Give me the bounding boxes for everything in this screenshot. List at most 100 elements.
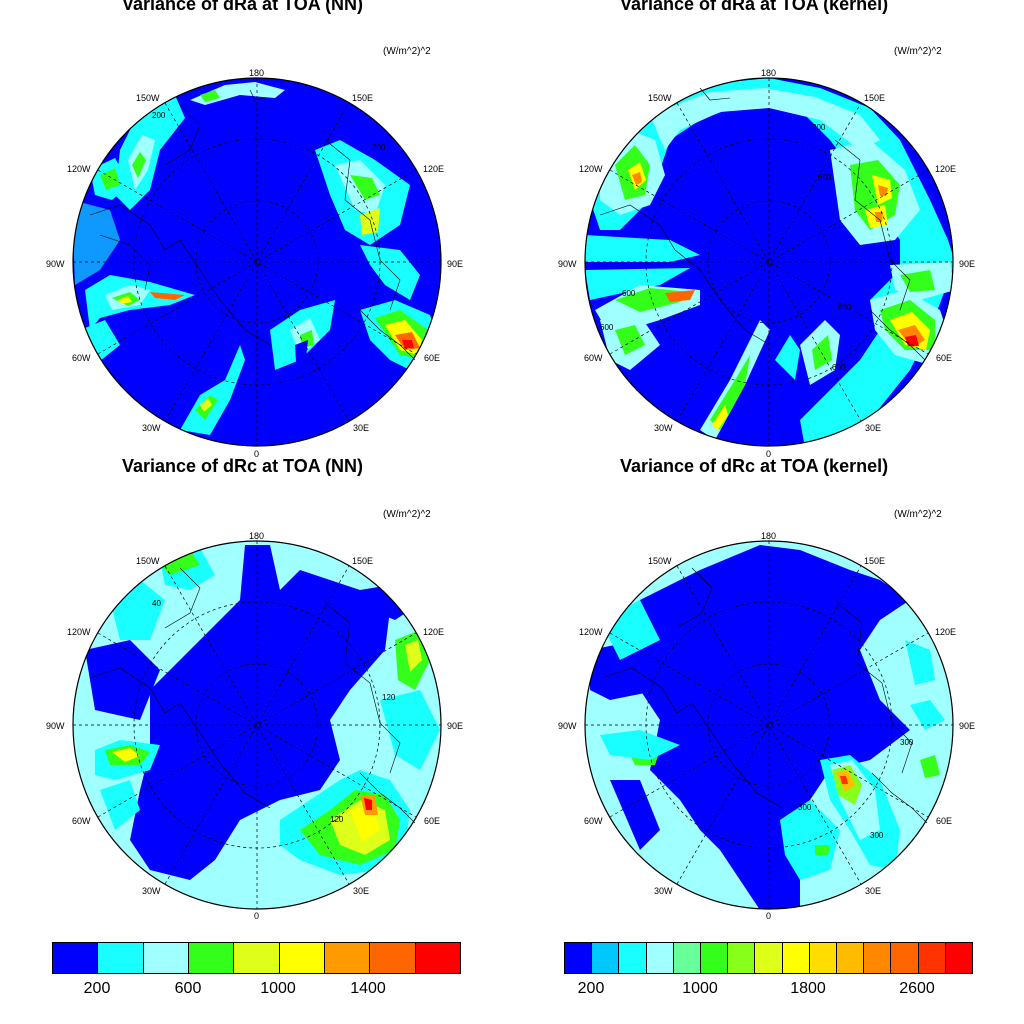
colorbar-swatch [415, 943, 460, 973]
panel1-title: Variance of dRa at TOA (NN) [122, 0, 364, 14]
colorbar-kernel-label: 200 [577, 980, 605, 997]
colorbar-nn-label: 600 [174, 980, 202, 997]
contour-label: 600 [622, 289, 636, 298]
colorbar-swatch [279, 943, 325, 973]
panel2-title: Variance of dRa at TOA (kernel) [620, 0, 889, 14]
contour-label: 300 [900, 738, 914, 747]
lon-label: 30E [865, 423, 882, 433]
lon-label: 60W [584, 816, 603, 826]
lon-label: 90E [447, 721, 464, 731]
contour-label: 600 [832, 363, 846, 372]
colorbar-swatch [864, 943, 892, 973]
panel4-units: (W/m^2)^2 [894, 509, 942, 520]
colorbar-swatch [673, 943, 702, 973]
lon-label: 90W [46, 259, 65, 269]
lon-label: 30W [142, 886, 161, 896]
colorbar-kernel [564, 942, 973, 974]
colorbar-swatch [728, 943, 756, 973]
colorbar-swatch [809, 943, 838, 973]
colorbar-swatch [619, 943, 647, 973]
colorbar-nn-label: 1400 [350, 980, 386, 997]
colorbar-swatch [143, 943, 189, 973]
colorbar-swatch [53, 943, 99, 973]
lon-label: 60W [584, 353, 603, 363]
panel1-map [72, 77, 442, 447]
colorbar-swatch [837, 943, 865, 973]
lon-label: 30E [353, 423, 370, 433]
colorbar-swatch [324, 943, 371, 973]
lon-label: 60E [936, 353, 953, 363]
lon-label: 150W [136, 556, 160, 566]
contour-label: 40 [152, 599, 161, 608]
colorbar-swatch [370, 943, 416, 973]
colorbar-nn-label: 200 [83, 980, 111, 997]
colorbar-swatch [98, 943, 144, 973]
colorbar-swatch [565, 943, 593, 973]
lon-label: 30E [865, 886, 882, 896]
colorbar-swatch [755, 943, 783, 973]
contour-label: 200 [372, 143, 386, 152]
lon-label: 120E [423, 164, 445, 174]
contour-label: 200 [812, 123, 826, 132]
colorbar-swatch [945, 943, 973, 973]
contour-label: 200 [152, 111, 166, 120]
colorbar-swatch [188, 943, 235, 973]
lon-label: 150E [864, 556, 886, 566]
lon-label: 90E [447, 259, 464, 269]
panel2-map [584, 77, 954, 447]
contour-label: 600 [838, 303, 852, 312]
lon-label: 0 [254, 449, 260, 459]
lon-label: 30W [654, 423, 673, 433]
contour-label: 600 [600, 323, 614, 332]
lon-label: 60W [72, 816, 91, 826]
colorbar-swatch [918, 943, 946, 973]
lon-label: 150W [648, 93, 672, 103]
colorbar-kernel-label: 2600 [899, 980, 935, 997]
lon-label: 120E [935, 627, 957, 637]
lon-label: 120W [67, 627, 91, 637]
colorbar-nn [52, 942, 461, 974]
colorbar-kernel-label: 1800 [790, 980, 826, 997]
lon-label: 0 [766, 449, 772, 459]
lon-label: 60E [936, 816, 953, 826]
panel3-title: Variance of dRc at TOA (NN) [122, 456, 364, 476]
contour-label: 300 [870, 831, 884, 840]
lon-label: 120E [935, 164, 957, 174]
contour-label: 300 [798, 803, 812, 812]
lon-label: 90W [558, 259, 577, 269]
lon-label: 60E [424, 816, 441, 826]
lon-label: 150W [136, 93, 160, 103]
lon-label: 90W [558, 721, 577, 731]
lon-label: 60W [72, 353, 91, 363]
lon-label: 0 [254, 911, 260, 921]
colorbar-swatch [592, 943, 620, 973]
lon-label: 180 [761, 531, 777, 541]
panel4-title: Variance of dRc at TOA (kernel) [620, 456, 889, 476]
panel1-units: (W/m^2)^2 [383, 46, 431, 57]
lon-label: 120E [423, 627, 445, 637]
colorbar-swatch [701, 943, 729, 973]
lon-label: 90E [959, 721, 976, 731]
lon-label: 120W [579, 164, 603, 174]
panel2-units: (W/m^2)^2 [894, 46, 942, 57]
panel3-map [72, 540, 442, 910]
colorbar-nn-label: 1000 [260, 980, 296, 997]
colorbar-swatch [234, 943, 280, 973]
colorbar-swatch [891, 943, 919, 973]
lon-label: 60E [424, 353, 441, 363]
contour-label: 600 [818, 173, 832, 182]
contour-label: 120 [382, 693, 396, 702]
lon-label: 150W [648, 556, 672, 566]
lon-label: 90W [46, 721, 65, 731]
lon-label: 0 [766, 911, 772, 921]
panel4-map [584, 540, 954, 910]
lon-label: 150E [352, 93, 374, 103]
lon-label: 30E [353, 886, 370, 896]
panel3-units: (W/m^2)^2 [383, 509, 431, 520]
lon-label: 120W [579, 627, 603, 637]
lon-label: 180 [761, 68, 777, 78]
colorbar-swatch [782, 943, 810, 973]
lon-label: 180 [249, 531, 265, 541]
contour-label: 120 [330, 815, 344, 824]
